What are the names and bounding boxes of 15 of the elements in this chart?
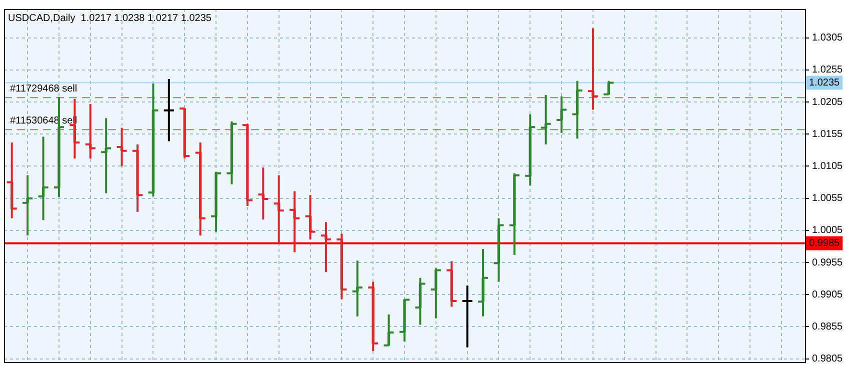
y-tick-label: 1.0205 xyxy=(812,96,844,108)
y-tick-label: 0.9905 xyxy=(812,289,844,300)
ref-line-label: 0.9985 xyxy=(809,238,840,250)
ref-line-label: 1.0235 xyxy=(809,78,840,89)
y-tick-label: 0.9805 xyxy=(812,354,844,365)
y-tick-label: 1.0005 xyxy=(812,225,844,236)
ref-line-label: #11729468 sell xyxy=(10,83,78,94)
y-tick-label: 1.0305 xyxy=(812,32,844,44)
y-tick-label: 1.0105 xyxy=(812,160,844,172)
y-tick-label: 0.9855 xyxy=(812,321,844,332)
y-tick-label: 1.0055 xyxy=(812,193,844,204)
y-tick-label: 0.9955 xyxy=(812,257,844,268)
y-tick-label: 1.0155 xyxy=(812,128,844,140)
y-tick-label: 1.0255 xyxy=(812,64,844,76)
chart-title: USDCAD,Daily 1.0217 1.0238 1.0217 1.0235 xyxy=(8,12,212,24)
